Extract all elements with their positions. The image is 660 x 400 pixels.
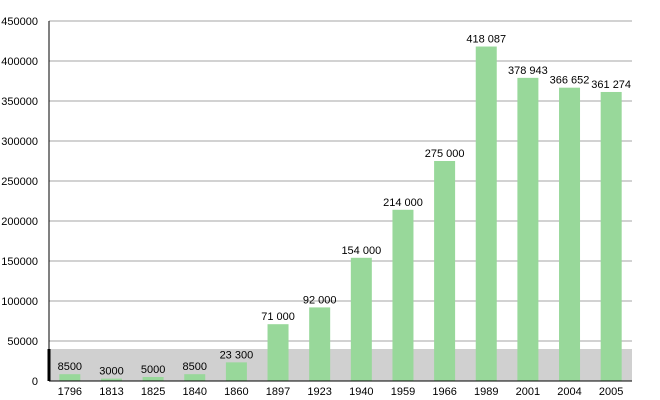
x-tick-label: 1923 [307, 386, 331, 398]
bar-2005 [600, 91, 622, 381]
highlight-band-layer [49, 349, 632, 381]
x-tick-label: 1897 [266, 386, 290, 398]
data-label-2001: 378 943 [508, 65, 548, 77]
data-label-1796: 8500 [58, 361, 82, 373]
y-tick-label: 50000 [7, 336, 38, 348]
x-tick-label: 1825 [141, 386, 165, 398]
bar-1825 [142, 377, 164, 381]
bar-1813 [100, 378, 122, 381]
bar-1923 [309, 307, 331, 381]
x-tick-label: 1966 [432, 386, 456, 398]
x-tick-label: 1860 [224, 386, 248, 398]
data-label-1923: 92 000 [303, 294, 337, 306]
x-tick-labels: 1796 1813 1825 1840 1860 1897 1923 1940 1959 1966… [58, 386, 624, 398]
y-tick-label: 350000 [1, 96, 38, 108]
y-tick-label: 400000 [1, 56, 38, 68]
x-tick-label: 1989 [474, 386, 498, 398]
y-tick-label: 200000 [1, 216, 38, 228]
bar-1989 [475, 46, 497, 382]
y-tick-label: 250000 [1, 176, 38, 188]
data-label-1825: 5000 [141, 364, 165, 376]
bar-1897 [267, 324, 289, 381]
data-label-1897: 71 000 [261, 311, 295, 323]
x-tick-label: 1840 [183, 386, 207, 398]
data-label-1813: 3000 [99, 366, 123, 378]
x-tick-label: 1940 [349, 386, 373, 398]
data-labels: 8500 3000 5000 8500 23 300 71 000 92 000 154 00… [58, 34, 631, 378]
x-tick-label: 2001 [516, 386, 540, 398]
x-tick-label: 1813 [99, 386, 123, 398]
x-tick-label: 1959 [391, 386, 415, 398]
highlight-band [49, 349, 632, 381]
x-tick-label: 2004 [557, 386, 581, 398]
gridlines [49, 20, 632, 342]
data-label-1840: 8500 [183, 361, 207, 373]
data-label-1966: 275 000 [425, 148, 465, 160]
data-label-1959: 214 000 [383, 197, 423, 209]
y-tick-label: 300000 [1, 136, 38, 148]
data-label-1989: 418 087 [466, 34, 506, 46]
bar-1940 [350, 257, 372, 381]
bar-2001 [517, 77, 539, 382]
bar-1840 [184, 374, 206, 381]
y-tick-label: 450000 [1, 16, 38, 28]
data-label-1940: 154 000 [341, 245, 381, 257]
bar-1860 [225, 362, 247, 381]
y-tick-label: 0 [32, 376, 38, 388]
bars [59, 46, 622, 382]
bar-2004 [559, 87, 581, 381]
data-label-2005: 361 274 [591, 79, 631, 91]
data-label-1860: 23 300 [220, 349, 254, 361]
x-tick-label: 2005 [599, 386, 623, 398]
y-tick-label: 100000 [1, 296, 38, 308]
x-tick-label: 1796 [58, 386, 82, 398]
bar-1959 [392, 209, 414, 381]
axis-marker [47, 349, 51, 381]
data-label-2004: 366 652 [550, 75, 590, 87]
y-tick-labels: 0 50000 100000 150000 200000 250000 300000 3500… [1, 16, 38, 388]
y-tick-label: 150000 [1, 256, 38, 268]
bar-1796 [59, 374, 81, 381]
bar-1966 [434, 161, 456, 381]
axes [47, 21, 632, 382]
